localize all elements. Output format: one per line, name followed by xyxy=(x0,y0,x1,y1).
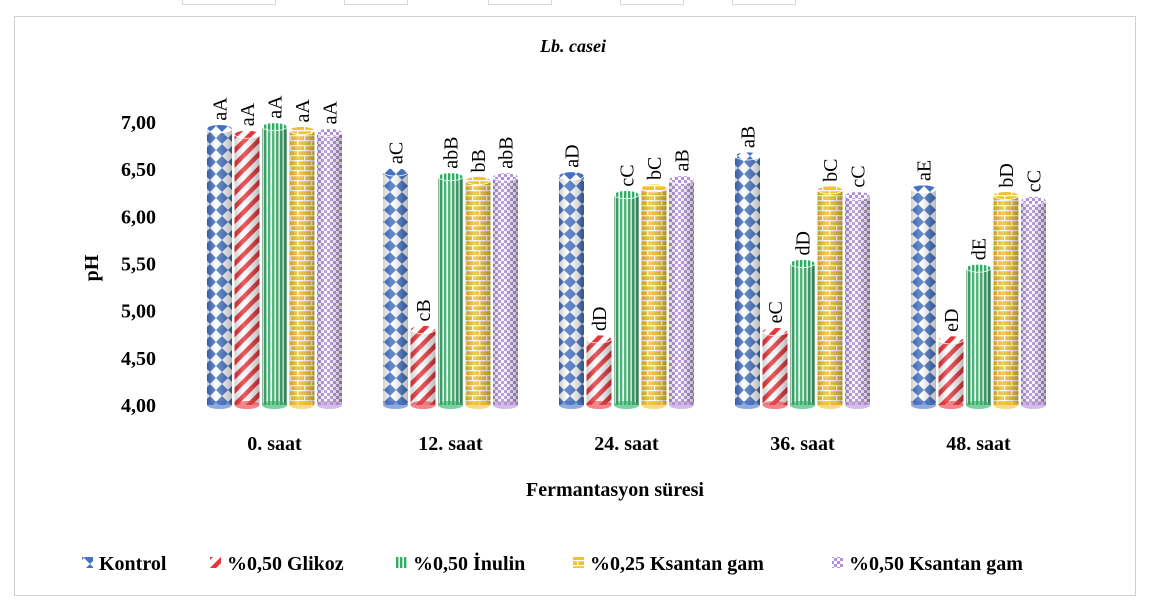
y-tick-label: 4,00 xyxy=(121,395,156,417)
legend-item: %0,25 Ksantan gam xyxy=(573,553,764,575)
bar-group xyxy=(206,122,1047,409)
bar-data-label: bC xyxy=(820,159,842,182)
x-tick-label: 24. saat xyxy=(594,433,659,455)
bar-data-label: aA xyxy=(265,95,287,119)
legend-item: %0,50 Glikoz xyxy=(210,553,344,575)
bar xyxy=(437,172,464,409)
bar xyxy=(668,175,695,409)
legend-label: %0,50 Glikoz xyxy=(227,553,344,575)
legend-item: %0,50 Ksantan gam xyxy=(832,553,1023,575)
x-tick-label: 12. saat xyxy=(418,433,483,455)
bar xyxy=(938,335,964,409)
chart-title: Lb. casei xyxy=(539,36,606,56)
x-axis-ticks: 0. saat 12. saat 24. saat 36. saat 48. saat xyxy=(247,433,1011,455)
bar xyxy=(465,176,491,409)
bar-data-label: dD xyxy=(589,307,611,331)
legend: Kontrol %0,50 Glikoz %0,50 İnulin %0,25 Ksa… xyxy=(82,551,1023,575)
bar-data-label: cC xyxy=(1024,170,1046,192)
bar-data-label: aA xyxy=(320,100,342,124)
legend-swatch xyxy=(396,557,407,568)
bar xyxy=(586,334,612,409)
bar-data-label: eD xyxy=(941,309,963,332)
bar xyxy=(316,127,343,409)
bar-data-label: abB xyxy=(496,136,518,168)
x-tick-label: 48. saat xyxy=(946,433,1011,455)
bar-data-label: cC xyxy=(848,165,870,187)
y-tick-label: 7,00 xyxy=(121,112,156,134)
legend-swatch xyxy=(573,557,584,568)
bar xyxy=(734,151,761,409)
bar xyxy=(993,191,1019,409)
y-tick-label: 5,00 xyxy=(121,301,156,323)
bar-data-label: abB xyxy=(441,136,463,168)
y-axis-title: pH xyxy=(81,254,103,281)
bar xyxy=(289,126,315,409)
bar-data-label: aB xyxy=(738,126,760,148)
bar-data-label: aB xyxy=(672,149,694,171)
bar xyxy=(965,263,992,409)
bar xyxy=(844,191,871,409)
bar xyxy=(762,327,788,409)
bar-data-label: cB xyxy=(413,299,435,321)
bar-data-label: aC xyxy=(386,142,408,164)
bar xyxy=(382,167,409,409)
bar-data-label: bB xyxy=(468,149,490,172)
bar xyxy=(910,184,937,409)
x-tick-label: 36. saat xyxy=(770,433,835,455)
legend-swatch xyxy=(832,557,843,568)
bar xyxy=(492,172,519,409)
legend-item: %0,50 İnulin xyxy=(396,551,525,575)
bar xyxy=(1020,195,1047,409)
bar-data-label: dD xyxy=(793,231,815,255)
y-tick-label: 6,50 xyxy=(121,159,156,181)
bar xyxy=(261,122,288,409)
x-axis-title: Fermantasyon süresi xyxy=(526,479,704,501)
bar-data-label: dE xyxy=(969,238,991,260)
y-tick-label: 4,50 xyxy=(121,348,156,370)
bar-data-label: aA xyxy=(237,102,259,126)
bar xyxy=(817,185,843,409)
bar xyxy=(234,129,260,409)
bar xyxy=(789,259,816,409)
legend-swatch xyxy=(210,557,221,568)
bar-data-label: bC xyxy=(644,157,666,180)
y-axis-ticks: 4,00 4,50 5,00 5,50 6,00 6,50 7,00 xyxy=(121,112,156,417)
x-tick-label: 0. saat xyxy=(247,433,302,455)
bar xyxy=(641,183,667,409)
bar xyxy=(410,325,436,409)
y-tick-label: 6,00 xyxy=(121,206,156,228)
bar xyxy=(206,124,233,409)
bar-data-label: aE xyxy=(914,160,936,181)
legend-label: %0,25 Ksantan gam xyxy=(590,553,764,575)
bar-data-label: eC xyxy=(765,301,787,323)
legend-label: %0,50 İnulin xyxy=(413,551,525,575)
y-tick-label: 5,50 xyxy=(121,254,156,276)
bar xyxy=(558,171,585,409)
bar-data-label: aA xyxy=(292,99,314,123)
bar-data-label: aD xyxy=(562,144,584,167)
bar xyxy=(613,190,640,409)
legend-swatch xyxy=(82,557,93,568)
legend-label: %0,50 Ksantan gam xyxy=(849,553,1023,575)
bar-data-label: cC xyxy=(617,164,639,186)
bar-data-label: bD xyxy=(996,163,1018,187)
bar-data-label: aA xyxy=(210,97,232,121)
top-edge-decoration xyxy=(0,0,1152,6)
legend-label: Kontrol xyxy=(99,553,167,575)
legend-item: Kontrol xyxy=(82,553,167,575)
